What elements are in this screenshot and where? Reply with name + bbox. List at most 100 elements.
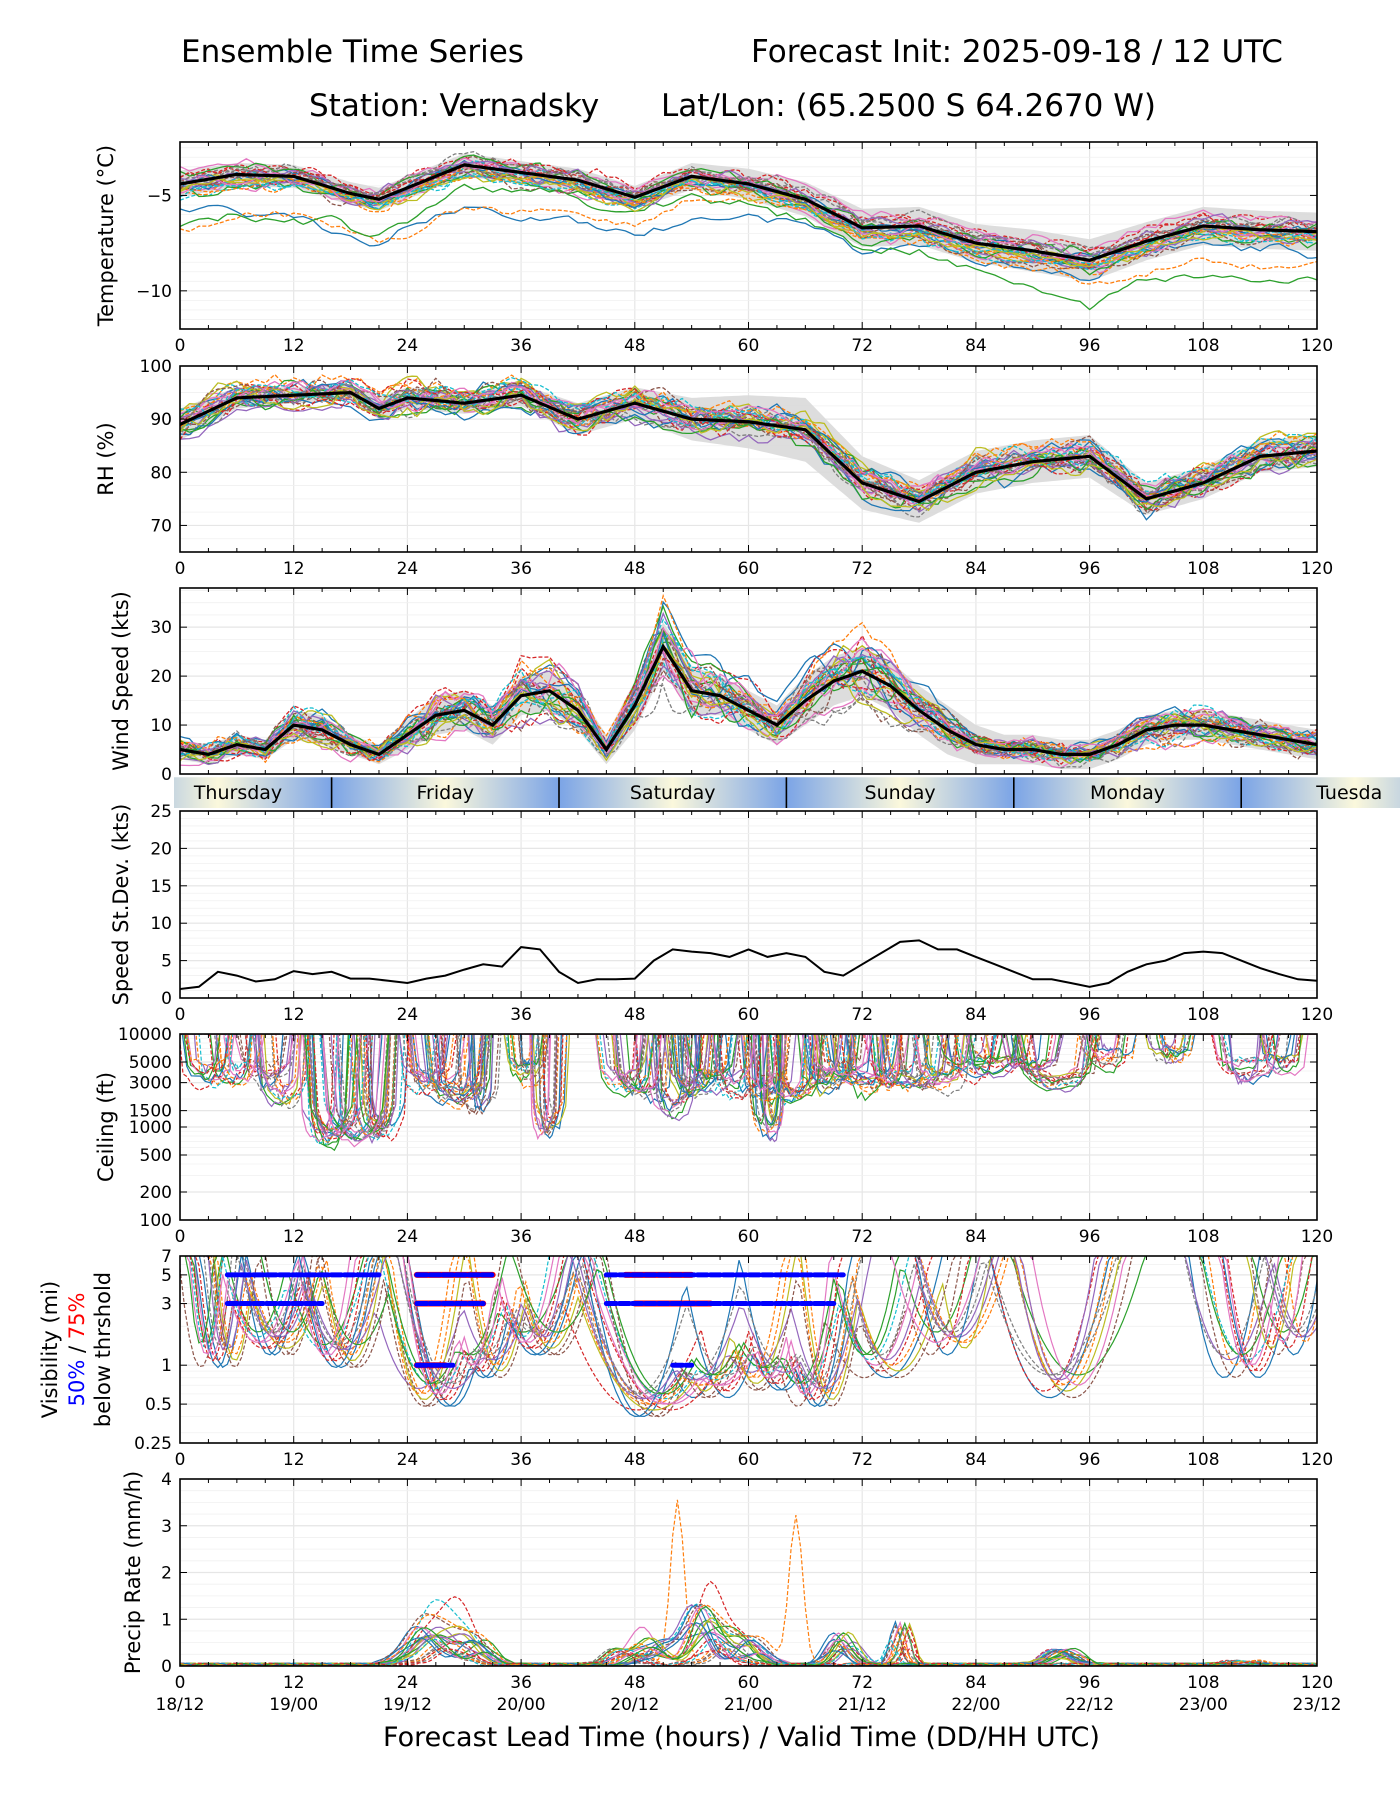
y-tick-label: 3000	[129, 1074, 172, 1094]
x-tick-label: 36	[510, 1005, 532, 1025]
x-tick-label: 48	[624, 1673, 646, 1693]
x-tick-label: 0	[175, 336, 186, 356]
day-cell-monday	[1013, 777, 1242, 808]
member-line	[180, 644, 1317, 765]
y-tick-label: 100	[140, 1211, 172, 1231]
day-label-monday: Monday	[1090, 782, 1165, 804]
y-tick-label: 10000	[118, 1025, 172, 1045]
y-tick-label: 5	[161, 952, 172, 972]
valid-time-label: 21/12	[838, 1695, 887, 1715]
valid-time-label: 23/00	[1179, 1695, 1228, 1715]
station-latlon: Lat/Lon: (65.2500 S 64.2670 W)	[661, 88, 1156, 124]
y-tick-label: 10	[150, 914, 172, 934]
x-tick-label: 48	[624, 559, 646, 579]
x-tick-label: 12	[283, 1227, 305, 1247]
x-tick-label: 60	[738, 1005, 760, 1025]
plot-area-wind	[180, 593, 1317, 770]
x-tick-label: 12	[283, 1005, 305, 1025]
member-line	[189, 1256, 1313, 1411]
y-axis-label-sub: below thrshold	[91, 1272, 115, 1427]
x-tick-label: 60	[738, 336, 760, 356]
x-tick-label: 96	[1079, 1005, 1101, 1025]
valid-time-label: 22/00	[951, 1695, 1000, 1715]
panel-rh: 0 12 24 36 48 60 72 84 96 108 120 70 80 90 100 RH (%)	[94, 357, 1333, 579]
plot-area-rh	[180, 373, 1317, 523]
member-line	[208, 1256, 1317, 1395]
x-tick-label: 108	[1187, 1673, 1219, 1693]
x-tick-label: 96	[1079, 559, 1101, 579]
y-tick-label: 3	[161, 1517, 172, 1537]
y-tick-label: 500	[140, 1146, 172, 1166]
member-line	[180, 163, 1317, 259]
x-tick-label: 72	[851, 1227, 873, 1247]
x-tick-label: 84	[965, 336, 987, 356]
plot-area-visibility	[180, 1256, 1317, 1418]
x-tick-label: 60	[738, 1227, 760, 1247]
y-tick-label: 5000	[129, 1053, 172, 1073]
ensemble-mean-line	[180, 390, 1317, 504]
member-line	[193, 1256, 1317, 1418]
panel-temperature: 0 12 24 36 48 60 72 84 96 108 120 −10 −5 Temperature …	[94, 141, 1333, 356]
x-tick-label: 48	[624, 336, 646, 356]
day-label-saturday: Saturday	[630, 782, 716, 804]
y-tick-label: 4	[161, 1470, 172, 1490]
x-tick-label: 96	[1079, 1450, 1101, 1470]
x-tick-label: 108	[1187, 559, 1219, 579]
member-line	[214, 1256, 1294, 1405]
y-tick-label: 5	[161, 1266, 172, 1286]
ensemble-mean-line	[180, 163, 1317, 262]
x-tick-label: 24	[397, 336, 419, 356]
x-tick-label: 24	[397, 1227, 419, 1247]
x-tick-label: 0	[175, 1673, 186, 1693]
day-cell-tuesda	[1241, 777, 1400, 808]
x-tick-label: 108	[1187, 1227, 1219, 1247]
y-tick-label: 1	[161, 1356, 172, 1376]
day-cell-friday	[331, 777, 559, 808]
day-cell-fill	[786, 777, 1014, 808]
x-tick-label: 84	[965, 559, 987, 579]
x-tick-label: 24	[397, 1673, 419, 1693]
x-tick-label: 72	[851, 336, 873, 356]
panel-speed_sd: 0 12 24 36 48 60 72 84 96 108 120 0 5 10 15 20 25 Speed S…	[109, 802, 1333, 1025]
y-tick-label: 2	[161, 1564, 172, 1584]
x-tick-label: 12	[283, 336, 305, 356]
y-tick-label: 200	[140, 1183, 172, 1203]
valid-time-label: 21/00	[724, 1695, 773, 1715]
day-band: Thursday Friday Saturday Sunday Monday Tuesda	[174, 776, 1400, 808]
day-label-friday: Friday	[417, 782, 475, 804]
x-tick-label: 84	[965, 1450, 987, 1470]
member-line	[180, 1034, 1317, 1148]
y-tick-label: 20	[150, 839, 172, 859]
valid-time-label: 19/00	[269, 1695, 318, 1715]
y-tick-label: 30	[150, 618, 172, 638]
y-axis-label: Precip Rate (mm/h)	[121, 1471, 145, 1674]
x-tick-label: 120	[1301, 1450, 1333, 1470]
x-tick-label: 36	[510, 1227, 532, 1247]
y-tick-label: 70	[150, 516, 172, 536]
x-tick-label: 24	[397, 1005, 419, 1025]
x-tick-label: 72	[851, 1005, 873, 1025]
x-tick-label: 120	[1301, 1227, 1333, 1247]
title-left: Ensemble Time Series	[181, 34, 524, 70]
x-tick-label: 84	[965, 1005, 987, 1025]
x-tick-label: 0	[175, 559, 186, 579]
member-line	[198, 1256, 1261, 1418]
x-tick-label: 36	[510, 1450, 532, 1470]
day-cell-fill	[1013, 777, 1242, 808]
day-cell-sunday	[786, 777, 1014, 808]
y-tick-label: 20	[150, 667, 172, 687]
y-tick-label: 25	[150, 802, 172, 822]
y-tick-label: 0.25	[134, 1434, 172, 1454]
x-tick-label: 108	[1187, 336, 1219, 356]
member-line	[180, 386, 1317, 513]
y-axis-label: Wind Speed (kts)	[109, 591, 133, 771]
member-line	[193, 1256, 1280, 1405]
x-tick-label: 36	[510, 1673, 532, 1693]
x-tick-label: 96	[1079, 336, 1101, 356]
x-tick-label: 12	[283, 1450, 305, 1470]
x-axis-main-label: Forecast Lead Time (hours) / Valid Time …	[383, 1722, 1100, 1753]
grid-visibility	[179, 1255, 1318, 1444]
y-tick-label: 3	[161, 1295, 172, 1315]
day-label-sunday: Sunday	[865, 782, 936, 804]
member-line	[180, 1625, 1317, 1666]
